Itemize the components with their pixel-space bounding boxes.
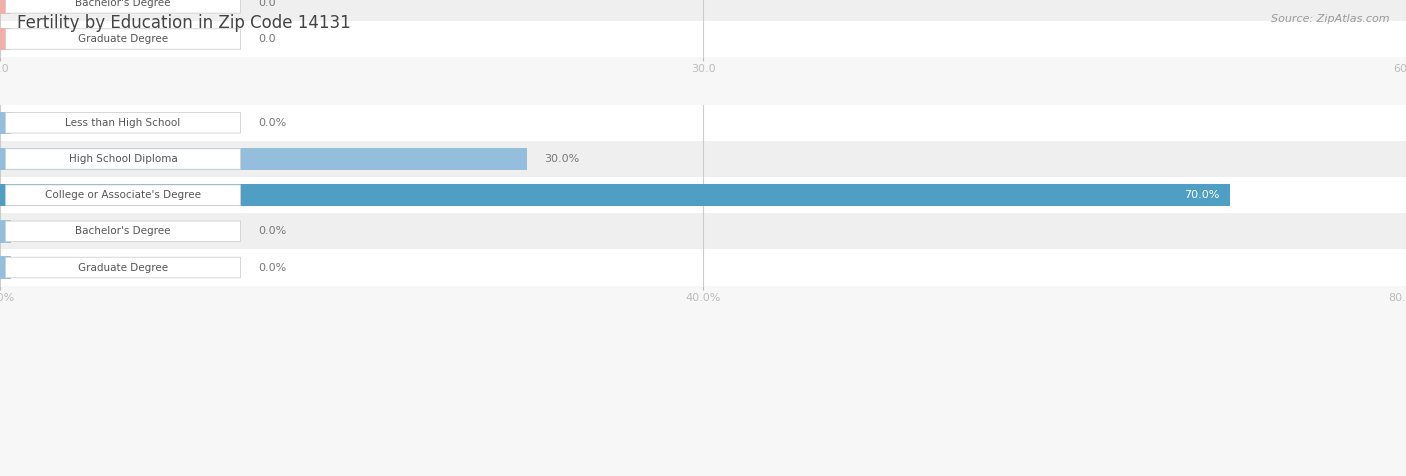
Text: 0.0: 0.0 <box>259 34 276 44</box>
Bar <box>0 177 1406 213</box>
Text: 0.0%: 0.0% <box>259 118 287 128</box>
Bar <box>0 220 11 243</box>
Text: Bachelor's Degree: Bachelor's Degree <box>76 226 170 237</box>
FancyBboxPatch shape <box>6 221 240 242</box>
Text: 0.0: 0.0 <box>259 0 276 8</box>
Bar <box>0 213 1406 249</box>
FancyBboxPatch shape <box>6 0 240 13</box>
Bar <box>0 21 1406 57</box>
Bar <box>0 184 1230 207</box>
Text: 70.0%: 70.0% <box>1184 190 1219 200</box>
Bar <box>0 0 11 14</box>
FancyBboxPatch shape <box>6 185 240 206</box>
Bar <box>0 28 11 50</box>
FancyBboxPatch shape <box>6 149 240 169</box>
Bar <box>0 141 1406 177</box>
Text: Less than High School: Less than High School <box>66 118 180 128</box>
Text: Bachelor's Degree: Bachelor's Degree <box>76 0 170 8</box>
Text: 30.0%: 30.0% <box>544 154 579 164</box>
Text: Source: ZipAtlas.com: Source: ZipAtlas.com <box>1271 14 1389 24</box>
Bar <box>0 105 1406 141</box>
Bar <box>0 148 527 170</box>
Text: Fertility by Education in Zip Code 14131: Fertility by Education in Zip Code 14131 <box>17 14 350 32</box>
Bar <box>0 256 11 279</box>
Bar <box>0 249 1406 286</box>
Text: Graduate Degree: Graduate Degree <box>77 262 169 273</box>
FancyBboxPatch shape <box>6 29 240 50</box>
Text: 0.0%: 0.0% <box>259 262 287 273</box>
Bar <box>0 111 11 134</box>
Text: Graduate Degree: Graduate Degree <box>77 34 169 44</box>
FancyBboxPatch shape <box>6 257 240 278</box>
Text: 0.0%: 0.0% <box>259 226 287 237</box>
Bar <box>0 0 1406 21</box>
Text: High School Diploma: High School Diploma <box>69 154 177 164</box>
FancyBboxPatch shape <box>6 112 240 133</box>
Text: College or Associate's Degree: College or Associate's Degree <box>45 190 201 200</box>
